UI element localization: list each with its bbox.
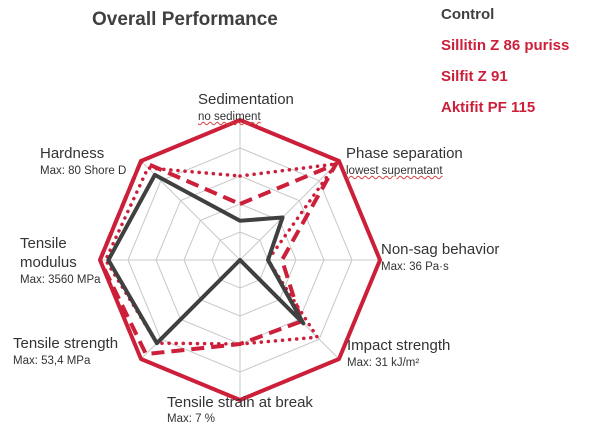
axis-sub-tensile-strain: Max: 7 % [167, 413, 215, 425]
axis-sub-non-sag: Max: 36 Pa·s [381, 261, 449, 273]
axis-sub-phase-separation: lowest supernatant [346, 165, 443, 177]
axis-label-tensile-modulus: Tensile modulus [20, 235, 77, 271]
axis-sub-hardness: Max: 80 Shore D [40, 165, 127, 177]
radar-series [98, 118, 382, 402]
axis-sub-tensile-strength: Max: 53,4 MPa [13, 355, 91, 367]
legend-label-sillitin: Sillitin Z 86 puriss [441, 37, 570, 54]
legend-item-sillitin: Sillitin Z 86 puriss [385, 35, 600, 66]
series-silfit-z-91 [98, 159, 339, 357]
legend-label-control: Control [441, 6, 495, 23]
legend-label-silfit: Silfit Z 91 [441, 68, 508, 85]
axis-label-hardness: Hardness [40, 145, 105, 162]
series-sillitin-z-86-puriss [103, 162, 338, 346]
axis-sub-impact-strength: Max: 31 kJ/m² [347, 357, 420, 369]
series-control [106, 172, 306, 346]
axis-label-sedimentation: Sedimentation [198, 91, 294, 108]
legend-label-aktifit: Aktifit PF 115 [441, 99, 536, 116]
legend-item-aktifit: Aktifit PF 115 [385, 97, 600, 128]
series-aktifit-pf-115 [98, 118, 382, 402]
axis-label-tensile-strength: Tensile strength [13, 335, 119, 352]
axis-label-phase-separation: Phase separation [346, 145, 463, 162]
grid-spoke-1 [239, 160, 340, 261]
legend: Control Sillitin Z 86 puriss Silfit Z 91… [385, 4, 600, 128]
axis-label-tensile-strain: Tensile strain at break [167, 394, 313, 411]
axis-sub-sedimentation: no sediment [198, 111, 261, 123]
axis-label-impact-strength: Impact strength [347, 337, 451, 354]
legend-item-control: Control [385, 4, 600, 35]
axis-label-non-sag: Non-sag behavior [381, 241, 500, 258]
chart-title: Overall Performance [92, 9, 278, 30]
legend-item-silfit: Silfit Z 91 [385, 66, 600, 97]
axis-sub-tensile-modulus: Max: 3560 MPa [20, 274, 101, 286]
